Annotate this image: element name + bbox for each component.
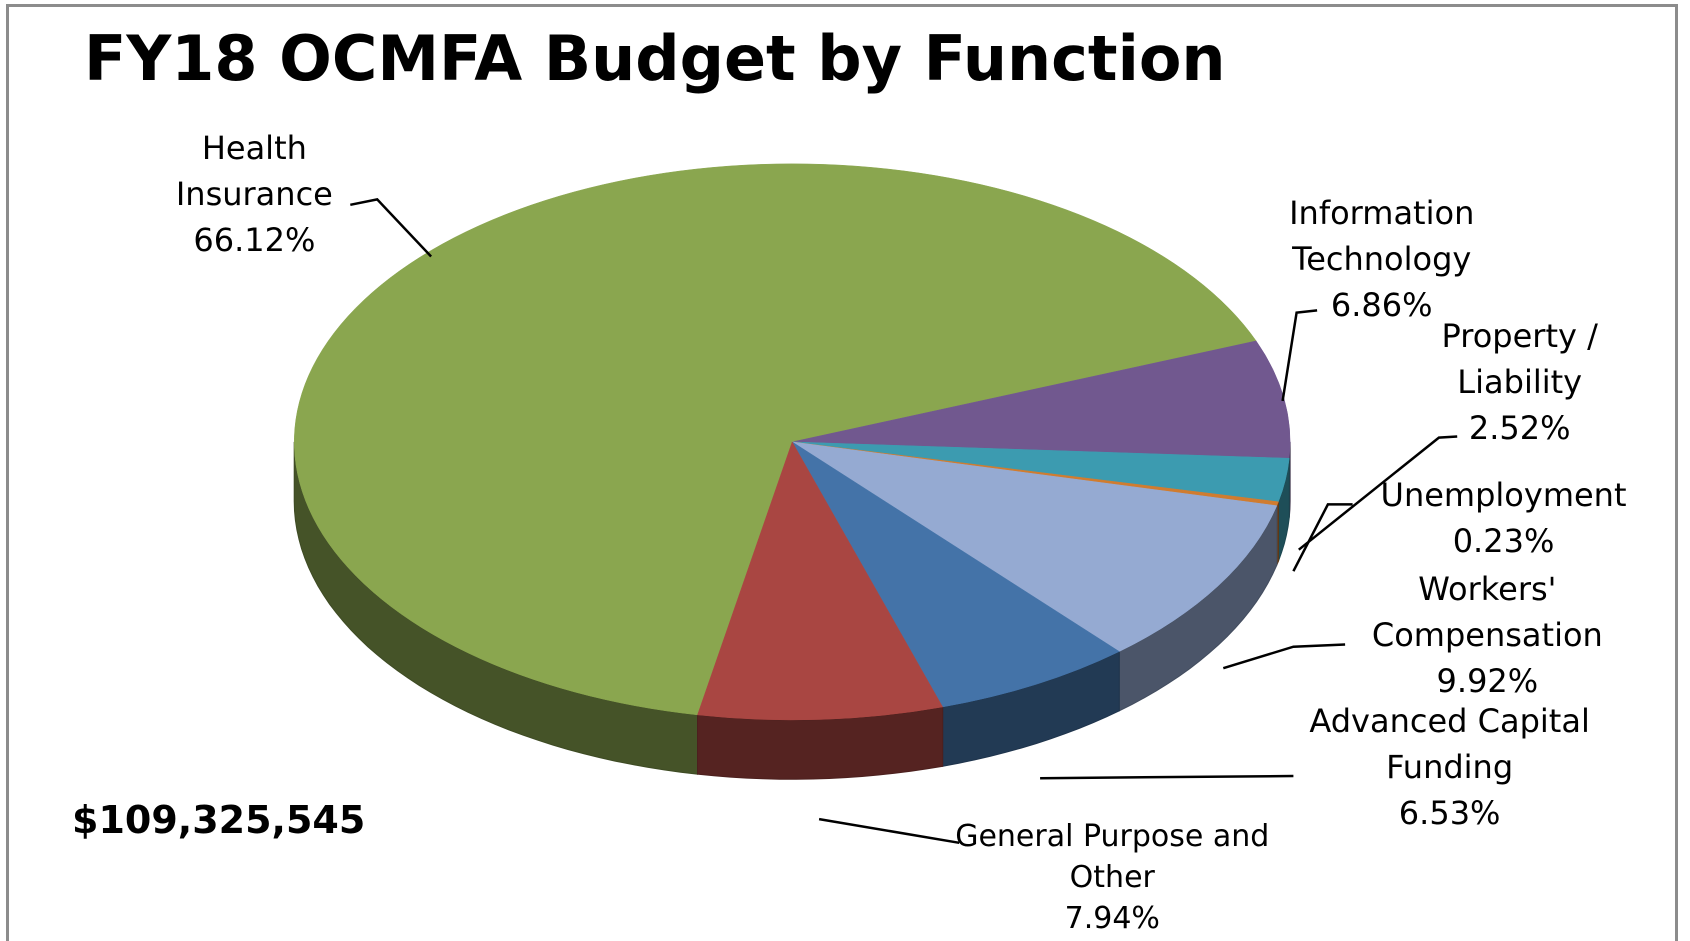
slice-label: Advanced Capital Funding 6.53% [1288, 698, 1611, 836]
slice-label: Workers' Compensation 9.92% [1331, 566, 1644, 704]
leader-line [1298, 435, 1458, 551]
pie-slice [697, 441, 944, 721]
category-label: Property / Liability [1441, 316, 1598, 401]
pie-slice [294, 163, 1257, 716]
pie-tops [294, 163, 1291, 721]
category-label: Health Insurance [175, 129, 333, 214]
category-label: Unemployment [1380, 476, 1627, 515]
leader-line [1281, 309, 1318, 402]
leader-line [1040, 774, 1294, 780]
value-label: 6.53% [1398, 794, 1501, 833]
slice-label: Health Insurance 66.12% [147, 125, 363, 263]
leader-line [818, 817, 960, 845]
pie-slice [792, 441, 1278, 652]
value-label: 9.92% [1436, 661, 1539, 700]
category-label: Information Technology [1289, 193, 1475, 278]
slice-label: Information Technology 6.86% [1252, 190, 1511, 328]
value-label: 6.86% [1330, 285, 1433, 324]
slice-label: General Purpose and Other 7.94% [951, 816, 1274, 939]
leader-line [350, 198, 433, 258]
category-label: Workers' Compensation [1371, 569, 1603, 654]
slice-label: Unemployment 0.23% [1331, 472, 1676, 564]
value-label: 66.12% [193, 221, 316, 260]
total-annotation: $109,325,545 [72, 798, 366, 842]
leader-line [1222, 643, 1346, 670]
slice-label: Property / Liability 2.52% [1412, 313, 1628, 451]
category-label: General Purpose and Other [955, 818, 1270, 895]
pie-slice [791, 441, 1120, 708]
value-label: 2.52% [1468, 408, 1571, 447]
frame [6, 4, 1678, 941]
leader-line [1292, 503, 1353, 572]
category-label: Advanced Capital Funding [1309, 702, 1590, 787]
chart-title: FY18 OCMFA Budget by Function [84, 22, 1226, 95]
value-label: 7.94% [1064, 900, 1160, 936]
value-label: 0.23% [1452, 522, 1555, 561]
